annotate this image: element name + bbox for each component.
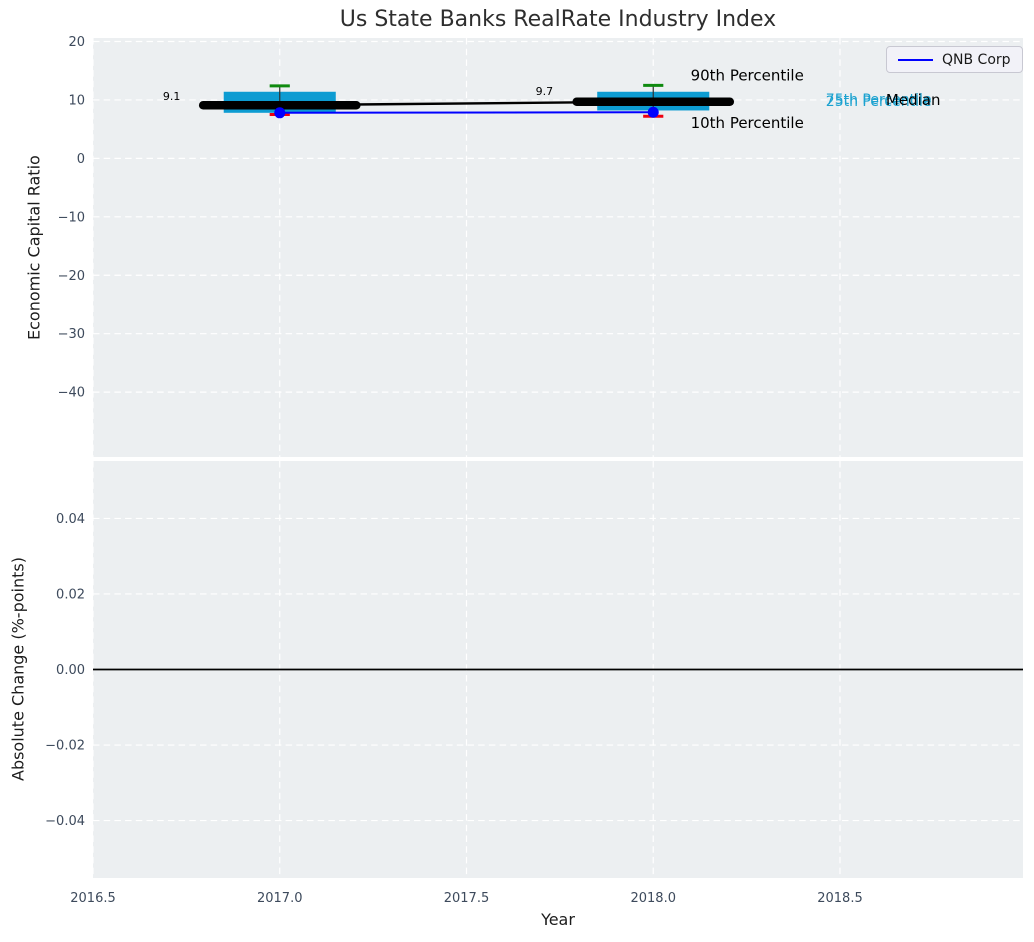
y-tick-label-top: −30 xyxy=(58,327,85,342)
legend: QNB Corp xyxy=(886,46,1023,73)
series-point-qnb-2018 xyxy=(647,106,659,118)
annotation-90th-percentile: 90th Percentile xyxy=(691,67,804,85)
x-tick-label: 2017.5 xyxy=(444,891,490,906)
series-line-qnb xyxy=(279,111,654,114)
y-tick-label-top: −10 xyxy=(58,210,85,225)
series-point-qnb-2017 xyxy=(274,107,286,119)
y-tick-label-bottom: −0.04 xyxy=(45,814,85,829)
y-tick-label-bottom: 0.04 xyxy=(56,512,85,527)
annotation-median: Median xyxy=(886,91,941,109)
legend-line-qnb xyxy=(898,58,933,61)
annotation-25th-percentile: 25th Percentile xyxy=(826,94,932,110)
x-tick-label: 2017.0 xyxy=(257,891,303,906)
median-value-label-2018: 9.7 xyxy=(536,85,554,98)
median-value-label-2017: 9.1 xyxy=(163,90,181,103)
y-axis-label-bottom: Absolute Change (%-points) xyxy=(8,557,28,782)
x-axis-label: Year xyxy=(541,910,575,929)
x-tick-label: 2018.0 xyxy=(630,891,676,906)
legend-label: QNB Corp xyxy=(942,51,1011,68)
y-tick-label-top: 10 xyxy=(68,93,85,108)
chart-title: Us State Banks RealRate Industry Index xyxy=(339,7,777,32)
y-tick-label-top: −40 xyxy=(58,386,85,401)
y-tick-label-bottom: 0.00 xyxy=(56,663,85,678)
y-tick-label-bottom: 0.02 xyxy=(56,587,85,602)
y-tick-label-top: −20 xyxy=(58,269,85,284)
y-tick-label-top: 0 xyxy=(77,152,85,167)
annotation-10th-percentile: 10th Percentile xyxy=(691,114,804,132)
annotation-75th-percentile: 75th Percentile xyxy=(826,92,932,108)
y-tick-label-bottom: −0.02 xyxy=(45,739,85,754)
y-axis-label-top: Economic Capital Ratio xyxy=(24,155,44,340)
x-tick-label: 2016.5 xyxy=(70,891,116,906)
x-tick-label: 2018.5 xyxy=(817,891,863,906)
y-tick-label-top: 20 xyxy=(68,35,85,50)
